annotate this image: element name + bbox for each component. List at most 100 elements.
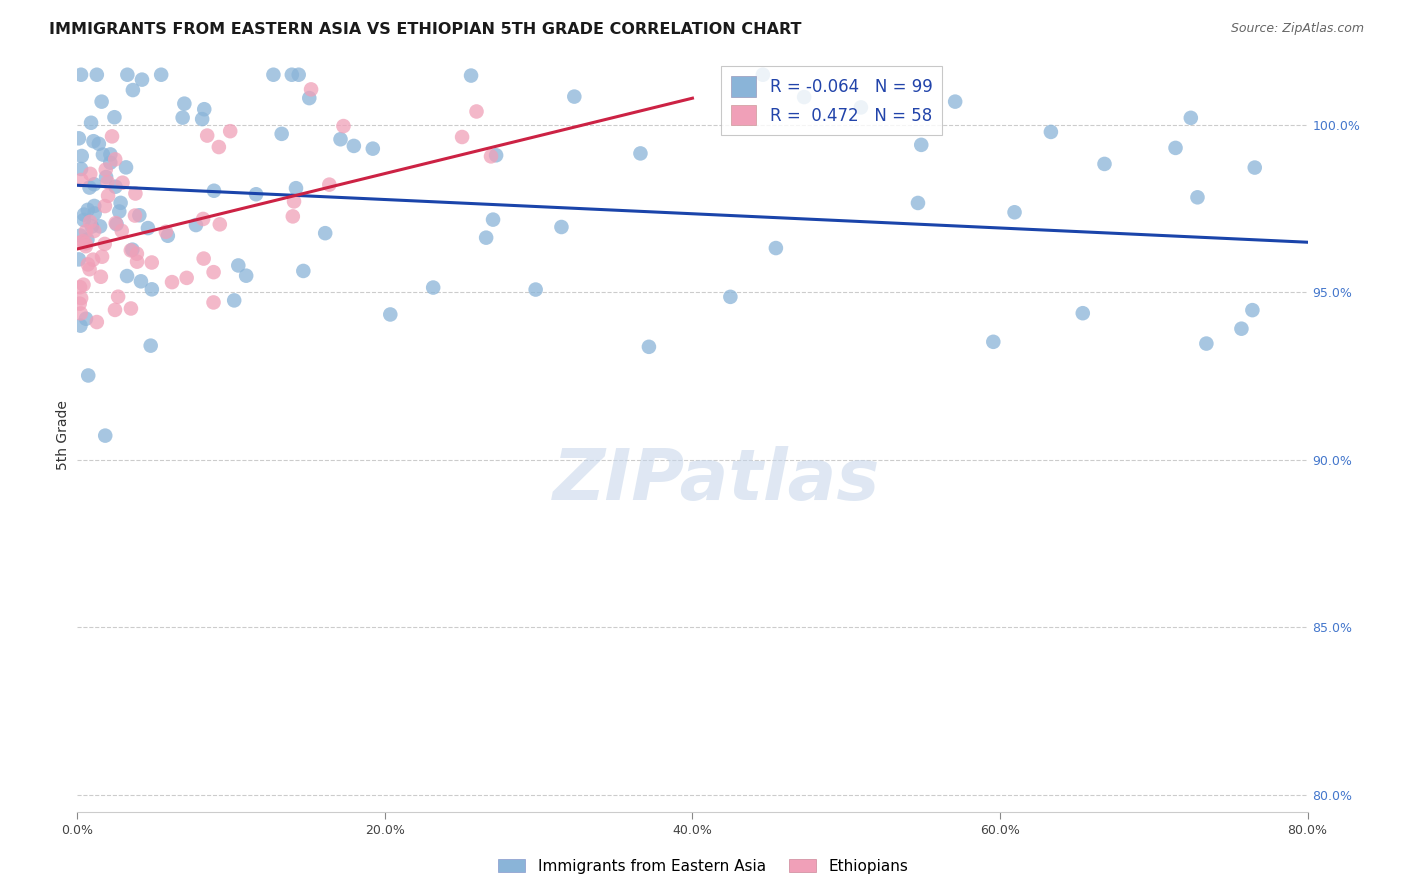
Point [283,194,305,209]
Point [121,243,143,257]
Point [97,175,120,189]
Point [111,224,134,238]
Point [104,179,127,194]
Point [120,244,142,258]
Point [79,215,101,229]
Point [89,219,111,234]
Text: ZIPatlas: ZIPatlas [554,446,880,515]
Point [67,131,90,145]
Point [76,233,98,247]
Point [1094,157,1116,171]
Point [245,187,267,202]
Point [343,139,366,153]
Point [72,277,94,292]
Legend: Immigrants from Eastern Asia, Ethiopians: Immigrants from Eastern Asia, Ethiopians [492,853,914,880]
Point [136,221,159,235]
Point [208,140,231,154]
Legend: R = -0.064   N = 99, R =  0.472   N = 58: R = -0.064 N = 99, R = 0.472 N = 58 [721,66,942,136]
Point [117,68,139,82]
Point [69,318,91,333]
Point [638,340,661,354]
Point [70,161,93,176]
Point [120,301,142,316]
Point [235,268,257,283]
Point [479,149,502,163]
Point [110,195,132,210]
Point [191,112,214,127]
Point [1195,336,1218,351]
Point [718,290,741,304]
Point [155,225,177,239]
Point [107,290,129,304]
Point [1071,306,1094,320]
Point [524,283,547,297]
Point [1180,111,1202,125]
Point [73,213,96,227]
Point [314,226,336,240]
Point [124,209,146,223]
Point [80,219,103,234]
Point [191,211,214,226]
Point [1004,205,1026,219]
Point [475,230,498,244]
Point [79,180,101,194]
Point [105,217,128,231]
Point [910,137,932,152]
Point [75,239,97,253]
Point [270,127,292,141]
Point [94,199,117,213]
Point [90,269,112,284]
Point [160,275,183,289]
Point [981,334,1004,349]
Point [287,68,309,82]
Point [94,162,117,177]
Point [76,202,98,217]
Point [195,128,218,143]
Point [91,250,114,264]
Point [122,83,145,97]
Point [73,208,96,222]
Point [77,368,100,383]
Point [69,296,91,310]
Point [93,236,115,251]
Point [67,252,90,267]
Point [262,68,284,82]
Point [87,136,110,151]
Point [75,224,97,238]
Point [101,129,124,144]
Point [91,147,114,161]
Point [451,130,474,145]
Point [90,95,112,109]
Text: IMMIGRANTS FROM EASTERN ASIA VS ETHIOPIAN 5TH GRADE CORRELATION CHART: IMMIGRANTS FROM EASTERN ASIA VS ETHIOPIA… [49,22,801,37]
Point [550,219,572,234]
Point [281,210,304,224]
Point [100,147,122,161]
Point [208,218,231,232]
Point [849,100,872,114]
Point [70,291,93,305]
Point [141,282,163,296]
Point [332,119,354,133]
Point [139,338,162,352]
Point [1243,161,1265,175]
Point [75,236,97,251]
Point [1039,125,1062,139]
Point [485,148,508,162]
Point [907,196,929,211]
Point [793,90,815,104]
Point [141,255,163,269]
Point [422,280,444,294]
Point [460,69,482,83]
Point [202,265,225,279]
Point [82,252,104,267]
Point [150,68,173,82]
Point [77,257,100,271]
Point [281,68,304,82]
Point [1230,321,1253,335]
Point [82,134,104,148]
Point [224,293,246,308]
Point [765,241,787,255]
Point [83,199,105,213]
Point [128,208,150,222]
Point [219,124,242,138]
